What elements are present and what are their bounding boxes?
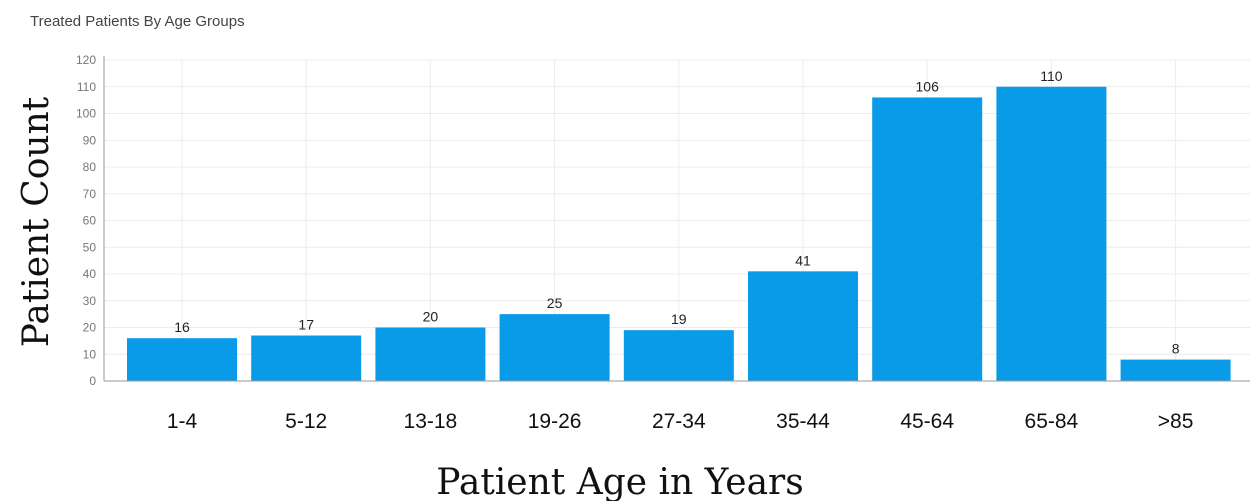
x-tick-label: >85 bbox=[1158, 410, 1194, 433]
y-tick-label: 20 bbox=[83, 321, 97, 335]
y-tick-label: 10 bbox=[83, 347, 97, 361]
y-tick-label: 60 bbox=[83, 214, 97, 228]
x-tick-label: 45-64 bbox=[900, 410, 954, 433]
data-label: 19 bbox=[671, 311, 687, 327]
y-tick-label: 30 bbox=[83, 294, 97, 308]
bars bbox=[127, 86, 1231, 381]
data-label: 8 bbox=[1172, 341, 1180, 357]
y-tick-label: 120 bbox=[76, 53, 96, 67]
x-axis-label: Patient Age in Years bbox=[436, 462, 803, 501]
bar bbox=[499, 314, 610, 381]
y-tick-label: 50 bbox=[83, 240, 97, 254]
data-label: 106 bbox=[916, 78, 940, 94]
y-tick-label: 110 bbox=[77, 80, 96, 94]
data-label: 20 bbox=[423, 309, 439, 325]
bar bbox=[996, 86, 1107, 381]
y-tick-label: 70 bbox=[83, 187, 97, 201]
x-tick-label: 1-4 bbox=[167, 410, 198, 433]
x-tick-label: 65-84 bbox=[1025, 410, 1079, 433]
x-tick-label: 35-44 bbox=[776, 410, 830, 433]
data-label: 17 bbox=[298, 317, 314, 333]
bar bbox=[127, 338, 237, 381]
y-tick-label: 40 bbox=[83, 267, 97, 281]
y-tick-label: 0 bbox=[89, 374, 96, 388]
data-label: 16 bbox=[174, 319, 190, 335]
bar bbox=[748, 271, 858, 381]
x-tick-label: 13-18 bbox=[404, 410, 458, 433]
bar bbox=[1120, 359, 1231, 381]
y-axis-label: Patient Count bbox=[16, 96, 57, 347]
y-tick-label: 100 bbox=[76, 107, 96, 121]
x-tick-label: 19-26 bbox=[528, 410, 582, 433]
y-tick-label: 90 bbox=[83, 133, 97, 147]
bar bbox=[251, 335, 362, 381]
x-tick-label: 27-34 bbox=[652, 410, 706, 433]
bar bbox=[375, 327, 486, 381]
data-label: 110 bbox=[1040, 68, 1063, 84]
chart-title: Treated Patients By Age Groups bbox=[30, 13, 245, 30]
y-tick-label: 80 bbox=[83, 160, 97, 174]
y-axis-ticks: 0 10 20 30 40 50 60 70 80 90 100 110 120 bbox=[76, 53, 96, 388]
data-label: 41 bbox=[795, 252, 811, 268]
data-label: 25 bbox=[547, 295, 563, 311]
bar bbox=[872, 97, 983, 381]
x-tick-label: 5-12 bbox=[285, 410, 327, 433]
grid-lines bbox=[104, 59, 1250, 382]
data-labels: 16 17 20 25 19 41 106 110 8 bbox=[174, 68, 1179, 357]
x-axis-ticks: 1-4 5-12 13-18 19-26 27-34 35-44 45-64 65-84 >85 bbox=[167, 410, 1194, 433]
bar bbox=[623, 330, 734, 381]
